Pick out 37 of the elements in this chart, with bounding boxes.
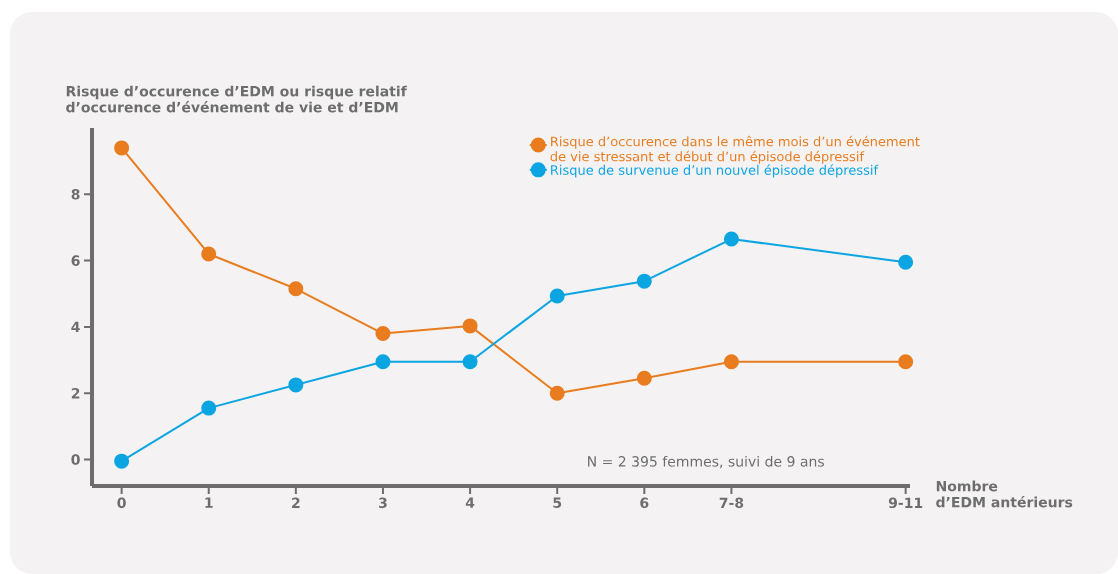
point: [288, 377, 304, 393]
point: [549, 288, 565, 304]
legend-label: Risque d’occurence dans le même mois d’un événement de vie stressant et début d’un épisode dépressif: [550, 135, 920, 164]
x-tick-label: 6: [640, 497, 649, 509]
point: [114, 140, 130, 156]
x-tick-label: 0: [117, 497, 126, 509]
point: [375, 354, 391, 370]
point: [462, 318, 478, 334]
y-tick-label: 6: [71, 255, 80, 266]
x-tick-label: 7-8: [719, 497, 744, 509]
y-tick-label: 8: [71, 188, 80, 200]
point: [898, 354, 914, 370]
point: [375, 326, 391, 342]
point: [114, 453, 130, 469]
y-tick-label: 2: [71, 387, 80, 399]
x-axis-title: Nombre d’EDM antérieurs: [936, 480, 1073, 508]
x-tick-label: 4: [465, 497, 475, 508]
y-tick-label: 4: [71, 321, 80, 332]
point: [201, 400, 217, 416]
point: [898, 254, 914, 270]
point: [723, 231, 739, 247]
point: [723, 354, 739, 370]
point: [201, 246, 217, 262]
point: [462, 354, 478, 370]
x-tick-label: 9-11: [888, 497, 923, 509]
point: [636, 370, 652, 386]
point: [288, 281, 304, 297]
point: [549, 385, 565, 401]
annotation: N = 2 395 femmes, suivi de 9 ans: [588, 455, 824, 469]
x-tick-label: 3: [379, 497, 387, 509]
x-tick-label: 2: [292, 497, 300, 508]
legend-label: Risque de survenue d’un nouvel épisode dépressif: [551, 164, 879, 178]
y-axis-title: Risque d’occurence d’EDM ou risque relatif d’occurence d’événement de vie et d’EDM: [66, 85, 407, 113]
x-tick-label: 5: [553, 497, 562, 508]
point: [636, 273, 652, 289]
x-tick-label: 1: [205, 497, 213, 508]
y-tick-label: 0: [71, 454, 80, 465]
